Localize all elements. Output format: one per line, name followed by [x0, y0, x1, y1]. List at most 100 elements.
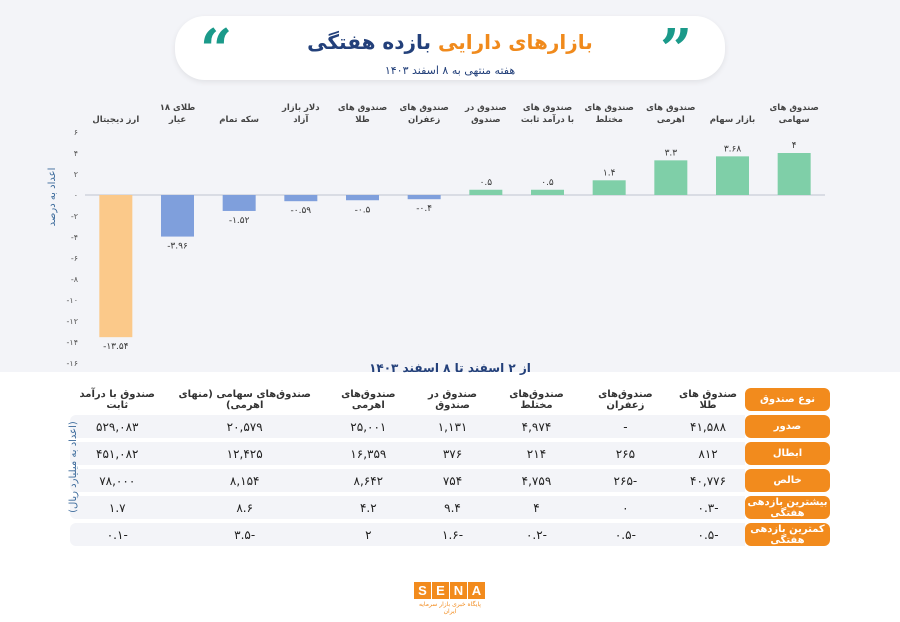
- table-cell: ۸.۶: [164, 496, 325, 519]
- bar-value-label: -۳.۹۶: [167, 242, 188, 252]
- table-cell: ۹.۴: [411, 496, 494, 519]
- bar: [222, 195, 256, 211]
- y-tick-label: -۱۰: [67, 296, 78, 305]
- y-tick-label: -۲: [71, 212, 78, 221]
- table-row: خالص ۴۰,۷۷۶ -۲۶۵ ۴,۷۵۹ ۷۵۴ ۸,۶۴۲ ۸,۱۵۴ ۷۸,۰۰۰: [70, 469, 830, 492]
- table-cell: ۱.۷: [70, 496, 165, 519]
- bar-value-label: -۰.۵۹: [291, 206, 312, 216]
- row-label: خالص: [745, 469, 830, 492]
- category-label: سکه تمام: [219, 115, 259, 125]
- table-cell: ۴.۲: [324, 496, 412, 519]
- row-label: صدور: [745, 415, 830, 438]
- table-cell: ۴,۷۵۹: [493, 469, 580, 492]
- chart-period-note: از ۲ اسفند تا ۸ اسفند ۱۴۰۳: [369, 361, 531, 375]
- bar-value-label: -۱۳.۵۴: [103, 342, 129, 352]
- bar-value-label: -۰.۴: [416, 204, 432, 214]
- table-cell: -۰.۵: [579, 523, 672, 546]
- table-cell: -۲۶۵: [579, 469, 672, 492]
- table-cell: -۰.۱: [70, 523, 165, 546]
- table-row: صدور ۴۱,۵۸۸-۴,۹۷۴ ۱,۱۳۱ ۲۵,۰۰۱ ۲۰,۵۷۹ ۵۲۹,۰۸۳: [70, 415, 830, 438]
- table-cell: ۲۵,۰۰۱: [324, 415, 412, 438]
- category-label: صندوق های طلا: [338, 103, 387, 125]
- bar: [407, 195, 441, 200]
- table-cell: ۸,۶۴۲: [324, 469, 412, 492]
- table-cell: ۴: [493, 496, 580, 519]
- category-label: صندوق های اهرمی: [646, 103, 695, 125]
- table-cell: ۴,۹۷۴: [493, 415, 580, 438]
- funds-table: نوع صندوق صندوق های طلا صندوق‌های زعفران…: [70, 384, 830, 550]
- row-label: کمترین بازدهی هفتگی: [745, 523, 830, 546]
- y-axis-label: اعداد به درصد: [47, 167, 58, 227]
- table-row: ابطال ۸۱۲ ۲۶۵ ۲۱۴ ۳۷۶ ۱۶,۳۵۹ ۱۲,۴۲۵ ۴۵۱,۰۸۲: [70, 442, 830, 465]
- table-cell: ۲۶۵: [579, 442, 672, 465]
- bar-value-label: ۴: [792, 141, 797, 151]
- title-part-2: بازارهای دارایی: [438, 30, 593, 54]
- row-label: بیشترین بازدهی هفتگی: [745, 496, 830, 519]
- title-part-1: بازده هفتگی: [307, 30, 432, 54]
- y-tick-label: ۰: [74, 191, 78, 200]
- table-cell: ۸,۱۵۴: [164, 469, 325, 492]
- bar: [99, 195, 133, 338]
- table-cell: ۴۱,۵۸۸: [671, 415, 745, 438]
- logo-letter: N: [450, 582, 467, 599]
- logo-letter: A: [468, 582, 485, 599]
- category-label: ارز دیجیتال: [92, 115, 139, 125]
- table-corner-label: نوع صندوق: [745, 388, 830, 411]
- table-cell: ۳۷۶: [411, 442, 494, 465]
- table-cell: -۳.۵: [164, 523, 325, 546]
- y-tick-label: -۱۶: [67, 359, 78, 368]
- logo-tagline: پایگاه خبری بازار سرمایه ایران: [419, 601, 481, 615]
- bar-value-label: -۱.۵۲: [229, 216, 250, 226]
- y-tick-label: -۱۴: [67, 338, 78, 347]
- bar: [531, 189, 564, 195]
- table-cell: ۰: [579, 496, 672, 519]
- column-header: صندوق‌های مختلط: [509, 388, 564, 411]
- category-label: صندوق های مختلط: [585, 103, 634, 125]
- category-label: بازار سهام: [710, 115, 755, 125]
- table-cell: ۷۸,۰۰۰: [70, 469, 165, 492]
- table-cell: -۱.۶: [411, 523, 494, 546]
- bar: [654, 160, 688, 195]
- category-label: صندوق های زعفران: [400, 103, 449, 125]
- bar-value-label: -۰.۵: [355, 205, 371, 215]
- bar: [161, 195, 194, 237]
- column-header: صندوق‌های سهامی (منهای اهرمی): [178, 388, 311, 411]
- bar: [346, 195, 379, 201]
- logo-letter: S: [414, 582, 431, 599]
- column-header: صندوق با درآمد ثابت: [79, 388, 155, 411]
- table-unit-label: (اعداد به میلیارد ریال): [68, 421, 79, 513]
- y-tick-label: -۸: [71, 275, 79, 284]
- y-tick-label: -۶: [71, 254, 78, 263]
- table-row: بیشترین بازدهی هفتگی -۰.۳ ۰ ۴ ۹.۴ ۴.۲ ۸.۶ ۱.۷: [70, 496, 830, 519]
- y-tick-label: -۴: [71, 233, 78, 242]
- page-subtitle: هفته منتهی به ۸ اسفند ۱۴۰۳: [384, 64, 516, 77]
- category-label: صندوق های با درآمد ثابت: [521, 103, 574, 125]
- bar: [592, 180, 626, 195]
- y-tick-label: ۴: [74, 149, 78, 158]
- table-cell: ۱,۱۳۱: [411, 415, 494, 438]
- bar: [777, 153, 811, 195]
- header-card: [175, 16, 725, 80]
- category-label: طلای ۱۸ عیار: [160, 103, 196, 125]
- y-tick-label: ۲: [74, 170, 78, 179]
- table-cell: ۲۱۴: [493, 442, 580, 465]
- logo-letter: E: [432, 582, 449, 599]
- table-cell: ۴۵۱,۰۸۲: [70, 442, 165, 465]
- table-cell: ۱۲,۴۲۵: [164, 442, 325, 465]
- table-cell: ۷۵۴: [411, 469, 494, 492]
- table-cell: ۲: [324, 523, 412, 546]
- table-cell: ۲۰,۵۷۹: [164, 415, 325, 438]
- row-label: ابطال: [745, 442, 830, 465]
- bar-value-label: ۰.۵: [480, 178, 493, 188]
- category-label: دلار بازار آزاد: [281, 103, 320, 125]
- table-cell: ۴۰,۷۷۶: [671, 469, 745, 492]
- bar-value-label: ۱.۴: [603, 168, 616, 178]
- bar: [469, 189, 503, 195]
- table-cell: ۵۲۹,۰۸۳: [70, 415, 165, 438]
- bar: [716, 156, 749, 195]
- bar-value-label: ۰.۵: [541, 178, 554, 188]
- page-title: بازارهای دارایی بازده هفتگی: [0, 30, 900, 54]
- y-tick-label: -۱۲: [67, 317, 78, 326]
- table-cell: -۰.۲: [493, 523, 580, 546]
- table-cell: -۰.۳: [671, 496, 745, 519]
